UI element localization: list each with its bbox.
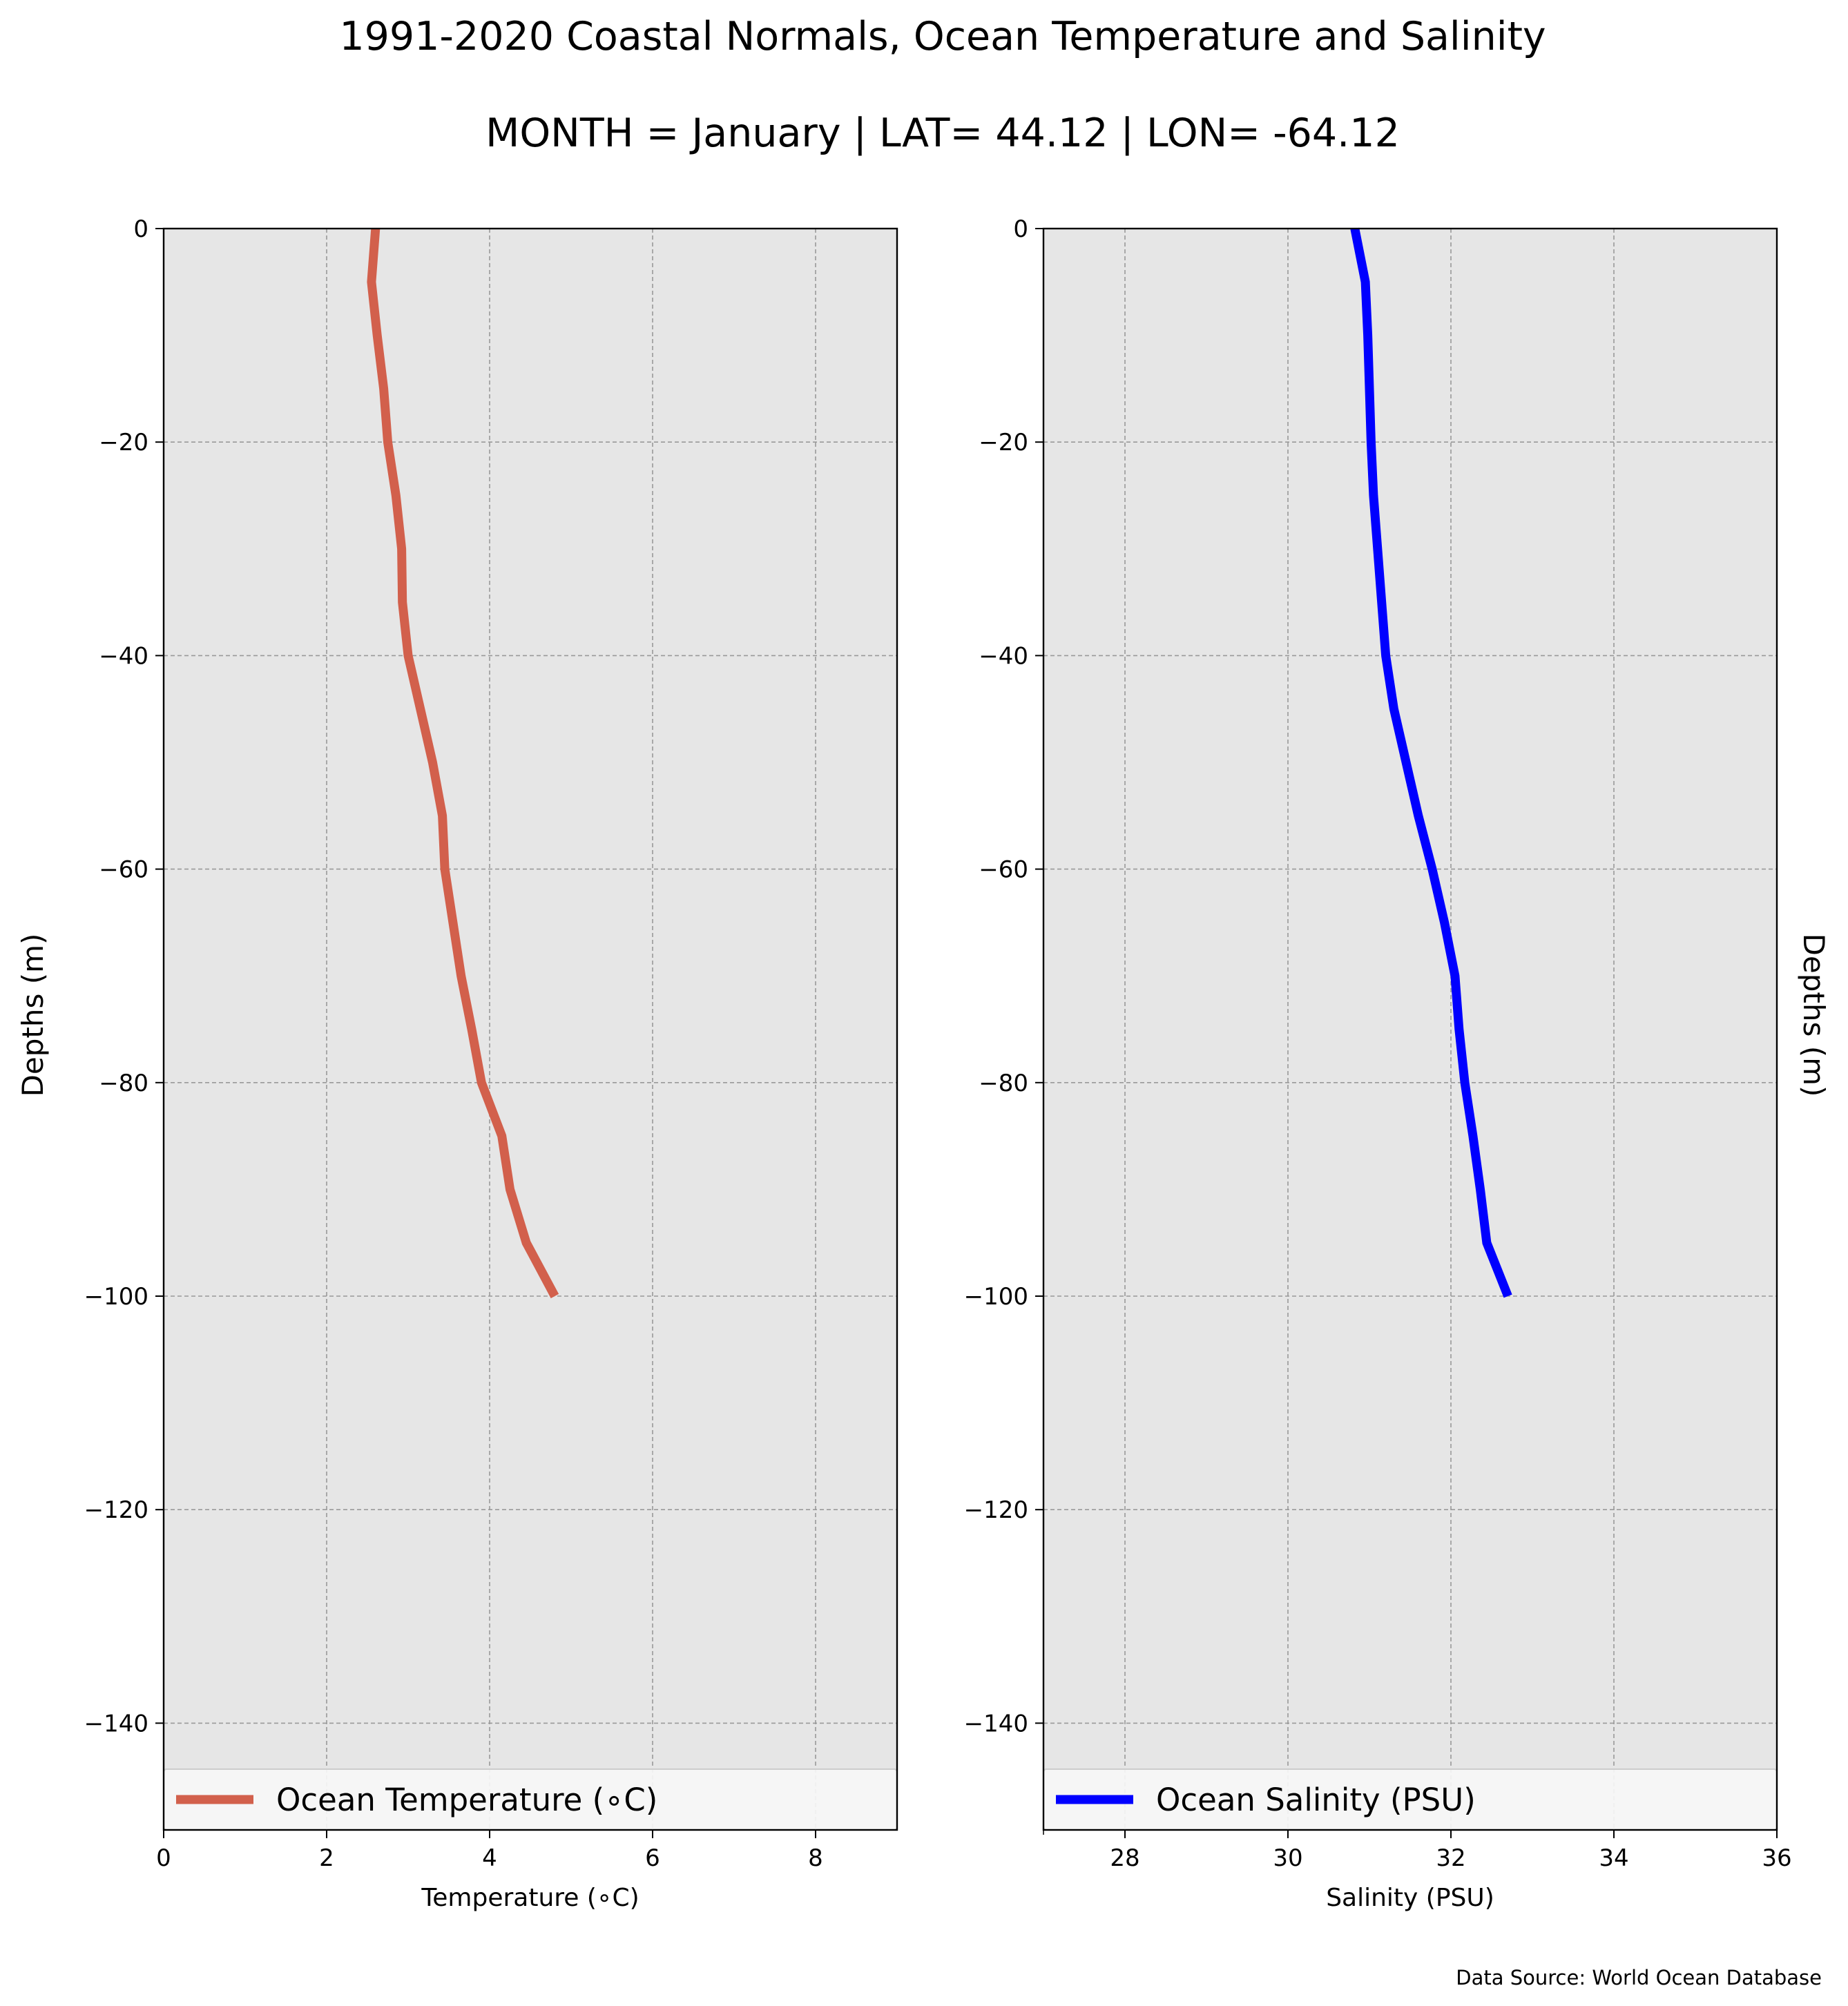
figure-subtitle: MONTH = January | LAT= 44.12 | LON= -64.…: [485, 110, 1400, 156]
temp-x-tick-label: 0: [156, 1844, 171, 1872]
sal-x-tick-label: 34: [1599, 1844, 1628, 1872]
sal-x-axis-label: Salinity (PSU): [1326, 1884, 1494, 1912]
sal-y-tick-label: 0: [1013, 215, 1028, 243]
sal-axes-frame: [1042, 227, 1778, 1831]
temp-series-line: [367, 228, 559, 1299]
right-y-axis-label: Depths (m): [1797, 934, 1831, 1097]
temp-y-tick-label: −80: [99, 1070, 148, 1097]
sal-y-tick-label: −80: [979, 1070, 1028, 1097]
sal-legend-label: Ocean Salinity (PSU): [1156, 1782, 1476, 1818]
temp-y-tick-label: −40: [99, 642, 148, 670]
sal-x-tick-label: 28: [1110, 1844, 1139, 1872]
salinity-panel: Ocean Salinity (PSU) 28 30 32 34 36 0 −20 −40 −60…: [964, 215, 1792, 1912]
sal-x-tick-label: 36: [1762, 1844, 1791, 1872]
sal-y-tick-label: −100: [964, 1283, 1028, 1311]
temp-legend-label: Ocean Temperature (∘C): [276, 1782, 657, 1818]
figure-title: 1991-2020 Coastal Normals, Ocean Tempera…: [339, 14, 1546, 59]
data-source-note: Data Source: World Ocean Database: [1456, 1966, 1822, 1989]
sal-y-tick-label: −120: [964, 1496, 1028, 1524]
sal-x-tick-label: 30: [1273, 1844, 1302, 1872]
temp-y-tick-label: −100: [84, 1283, 148, 1311]
temp-y-tick-label: 0: [133, 215, 148, 243]
temp-y-tick-label: −20: [99, 429, 148, 456]
temp-plot-area: [164, 229, 897, 1830]
sal-y-tick-label: −140: [964, 1710, 1028, 1737]
temp-x-tick-label: 6: [645, 1844, 660, 1872]
temp-x-tick-label: 2: [319, 1844, 334, 1872]
temp-y-tick-label: −120: [84, 1496, 148, 1524]
sal-y-tick-label: −20: [979, 429, 1028, 456]
temp-x-axis-label: Temperature (∘C): [421, 1884, 639, 1912]
temperature-panel: Ocean Temperature (∘C) 0 2 4 6 8 0 −20 −40 −60 −80…: [84, 215, 898, 1912]
sal-y-tick-label: −40: [979, 642, 1028, 670]
sal-series-line: [1350, 227, 1512, 1298]
sal-x-tick-label: 32: [1436, 1844, 1465, 1872]
left-y-axis-label: Depths (m): [16, 934, 50, 1097]
temp-axes-frame: [162, 227, 898, 1831]
temp-y-tick-label: −140: [84, 1710, 148, 1737]
temp-x-tick-label: 8: [808, 1844, 823, 1872]
sal-y-tick-label: −60: [979, 856, 1028, 884]
sal-plot-area: [1043, 229, 1777, 1830]
temp-x-tick-label: 4: [482, 1844, 497, 1872]
temp-y-tick-label: −60: [99, 856, 148, 884]
